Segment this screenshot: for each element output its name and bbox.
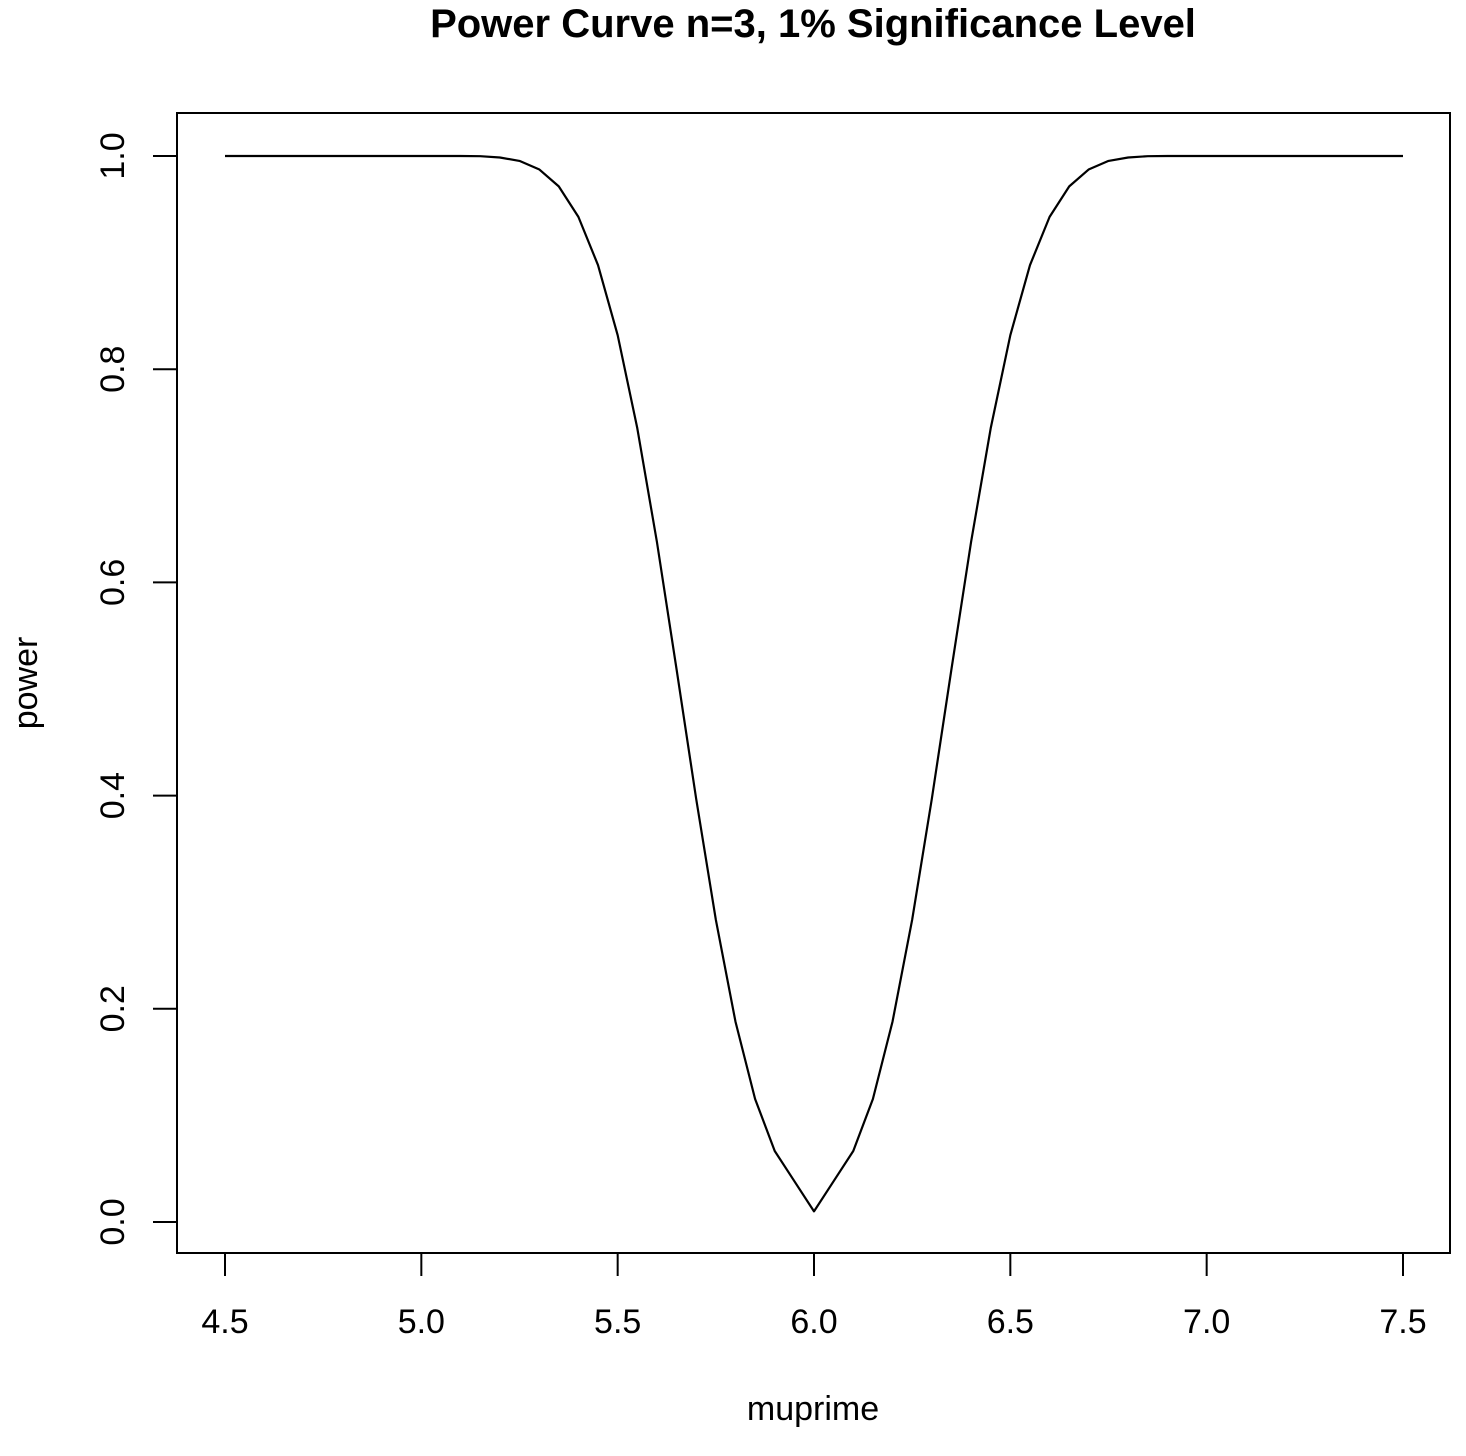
chart-title: Power Curve n=3, 1% Significance Level [430,2,1196,46]
y-tick-label: 0.6 [94,559,132,606]
power-series-line [225,154,1403,1213]
plot-frame [176,112,1451,1254]
x-tick-label: 4.5 [201,1303,248,1341]
x-tick-label: 7.0 [1183,1303,1230,1341]
y-tick-label: 0.8 [94,346,132,393]
x-tick-label: 6.5 [987,1303,1034,1341]
x-tick-label: 6.0 [790,1303,837,1341]
x-axis: 4.5 5.0 5.5 6.0 6.5 7.0 7.5 [201,1252,1427,1341]
x-tick-label: 5.0 [398,1303,445,1341]
y-axis-label: power [7,637,45,730]
y-tick-label: 0.2 [94,985,132,1032]
y-tick-label: 1.0 [94,132,132,179]
x-tick-label: 7.5 [1379,1303,1426,1341]
x-tick-label: 5.5 [594,1303,641,1341]
x-axis-label: muprime [747,1390,879,1428]
y-tick-label: 0.0 [94,1198,132,1245]
y-axis: 0.0 0.2 0.4 0.6 0.8 1.0 [94,132,178,1246]
y-tick-label: 0.4 [94,772,132,819]
